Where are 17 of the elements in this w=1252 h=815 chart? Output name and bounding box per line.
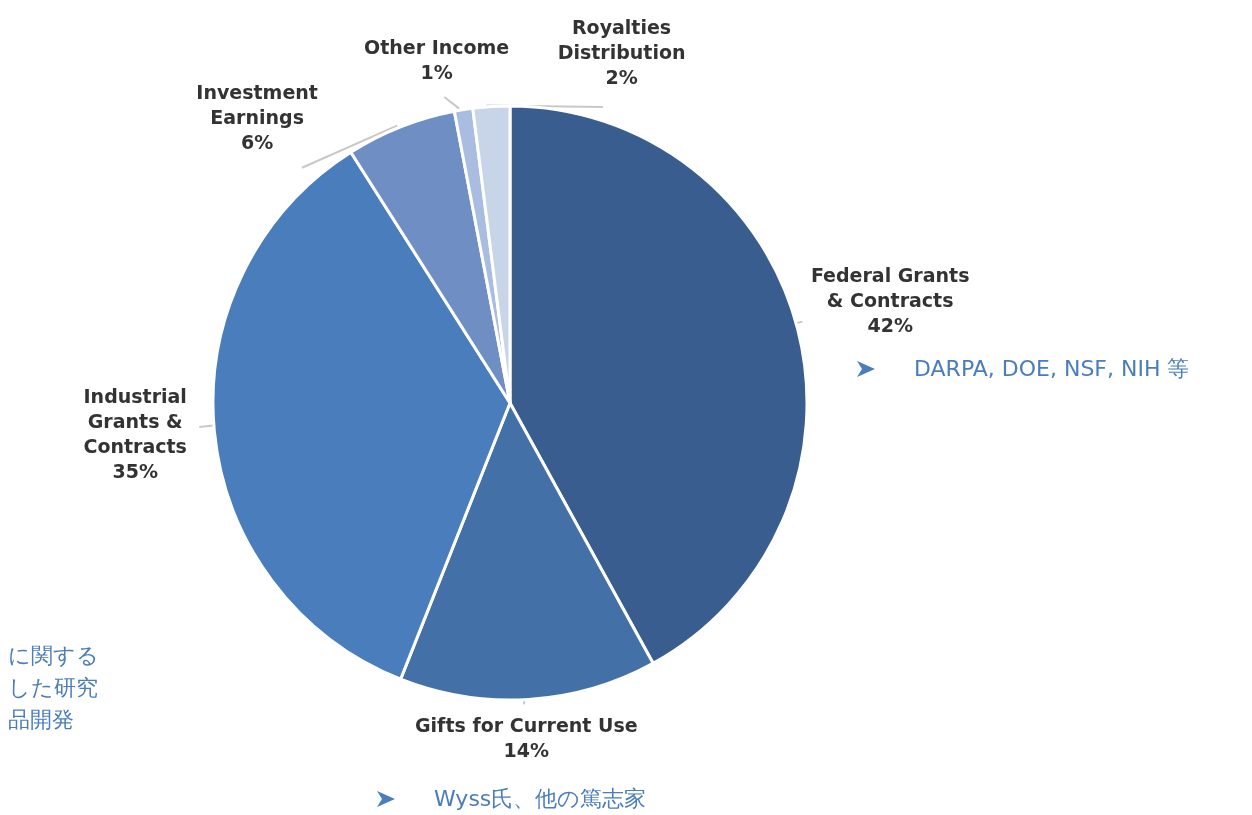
slice-label: Industrial Grants & Contracts: [83, 384, 187, 457]
slice-label: Other Income: [364, 36, 510, 59]
data-label: 35%: [112, 459, 158, 482]
text: DARPA, DOE, NSF, NIH 等: [914, 355, 1190, 383]
slice-label: Federal Grants & Contracts: [810, 263, 970, 311]
text: 品開発: [8, 706, 74, 734]
data-label: 1%: [420, 61, 453, 84]
slice-label: Investment Earnings: [196, 81, 318, 129]
slice-label: Royalties Distribution: [557, 16, 686, 64]
text: に関する: [8, 642, 99, 670]
slice-label: Gifts for Current Use: [415, 714, 638, 737]
text: した研究: [8, 674, 98, 702]
data-label: 42%: [867, 313, 913, 336]
text: Wyss氏、他の篤志家: [434, 785, 647, 813]
data-label: 6%: [241, 131, 274, 154]
data-label: 2%: [605, 66, 638, 89]
data-label: 14%: [503, 739, 550, 762]
